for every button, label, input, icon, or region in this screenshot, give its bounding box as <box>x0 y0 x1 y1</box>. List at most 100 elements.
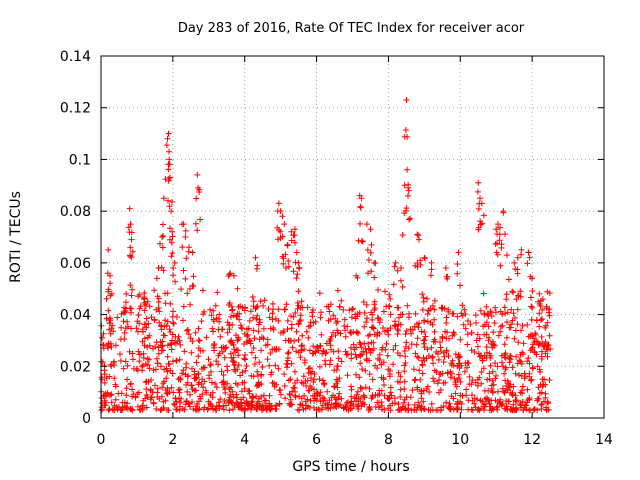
data-point <box>443 320 450 326</box>
data-point-peak <box>123 290 130 297</box>
axis-ticks <box>100 55 605 419</box>
data-point <box>459 302 466 309</box>
data-point-peak <box>108 290 115 297</box>
data-point <box>334 327 341 334</box>
data-point <box>408 330 415 337</box>
data-point <box>485 337 492 344</box>
data-point <box>285 337 292 344</box>
data-point <box>492 360 499 367</box>
data-point <box>106 317 113 323</box>
data-point <box>397 394 404 400</box>
data-point <box>539 401 545 408</box>
data-point <box>520 407 527 414</box>
data-point <box>462 325 469 332</box>
data-point <box>107 340 114 347</box>
data-point <box>424 318 431 325</box>
data-point <box>365 332 372 339</box>
data-point <box>215 361 222 368</box>
data-point <box>478 369 485 375</box>
data-point <box>546 312 553 319</box>
data-point-peak <box>414 231 421 238</box>
data-point <box>307 370 314 377</box>
data-point <box>226 407 233 414</box>
data-point <box>513 296 520 303</box>
data-point <box>287 396 294 403</box>
data-point <box>474 331 481 338</box>
data-point <box>212 407 219 413</box>
data-point <box>436 377 442 383</box>
data-point <box>509 317 516 324</box>
data-point <box>494 388 501 395</box>
data-point-peak <box>107 272 113 279</box>
data-point <box>285 258 292 264</box>
data-point <box>428 344 435 351</box>
data-point <box>497 399 504 405</box>
data-point <box>413 341 420 348</box>
data-point <box>122 325 129 332</box>
data-point <box>267 325 274 332</box>
data-point <box>146 356 153 363</box>
data-point <box>539 340 546 347</box>
data-point <box>401 348 408 354</box>
data-point <box>362 367 369 374</box>
data-point <box>170 358 176 365</box>
data-point <box>505 398 512 405</box>
data-point <box>364 246 371 253</box>
data-point <box>508 306 515 313</box>
data-point <box>140 354 147 361</box>
data-point <box>415 399 422 406</box>
data-point <box>260 392 267 399</box>
data-point <box>400 399 407 406</box>
data-point <box>348 344 354 351</box>
data-point <box>260 325 267 332</box>
data-point <box>277 391 284 398</box>
data-point <box>180 317 186 324</box>
data-point <box>536 310 543 317</box>
data-point <box>294 299 301 306</box>
data-point <box>311 392 318 399</box>
data-point <box>391 322 398 329</box>
data-point <box>445 306 452 313</box>
data-point <box>295 288 302 295</box>
data-point <box>159 343 166 350</box>
data-point <box>450 310 457 317</box>
data-point <box>419 370 426 377</box>
data-point <box>501 370 508 377</box>
data-point <box>521 404 528 411</box>
data-point <box>431 316 438 323</box>
data-point-peak <box>442 265 449 271</box>
data-point <box>112 342 119 349</box>
data-point-peak <box>404 166 411 173</box>
data-point <box>143 404 150 411</box>
data-point <box>212 380 219 387</box>
data-point <box>363 301 370 308</box>
data-point <box>420 354 427 361</box>
data-point <box>264 356 271 363</box>
data-point <box>343 400 350 406</box>
data-point <box>363 349 370 356</box>
data-point <box>298 395 305 402</box>
data-point <box>421 317 428 324</box>
data-point <box>159 384 166 391</box>
data-point <box>135 312 142 319</box>
data-point <box>100 342 107 349</box>
data-point <box>524 260 531 267</box>
data-point <box>248 406 254 413</box>
data-point <box>296 264 302 271</box>
data-point <box>228 399 235 406</box>
data-point <box>468 329 475 336</box>
data-point <box>189 338 196 345</box>
data-point <box>161 378 168 385</box>
data-point <box>302 405 309 412</box>
data-point <box>235 336 242 343</box>
data-point <box>134 318 141 325</box>
data-point-peak <box>493 226 500 233</box>
data-point <box>248 349 255 356</box>
data-point-peak <box>169 228 176 235</box>
data-point <box>195 381 202 388</box>
data-point <box>193 195 200 202</box>
data-point <box>143 386 150 393</box>
data-point <box>531 349 538 356</box>
data-point <box>514 321 521 328</box>
data-point <box>534 363 541 370</box>
